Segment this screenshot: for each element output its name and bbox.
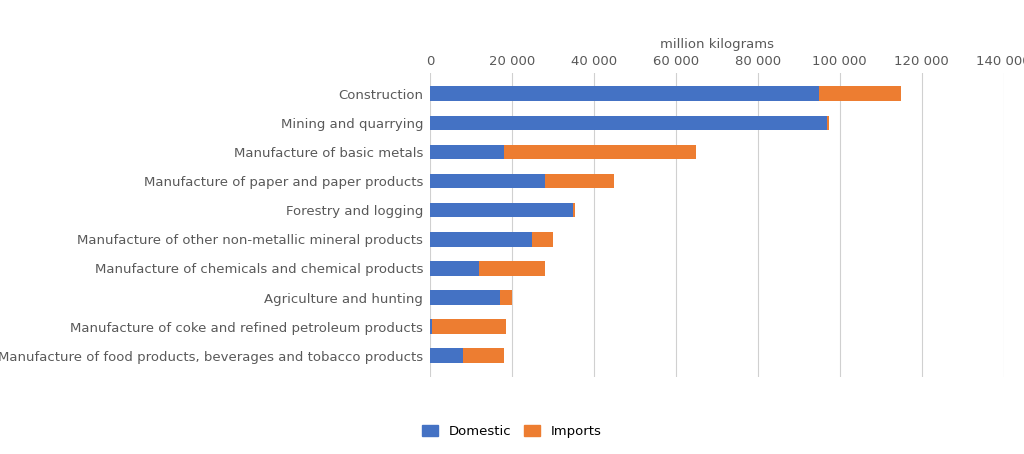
- Legend: Domestic, Imports: Domestic, Imports: [417, 419, 607, 443]
- Bar: [430, 203, 573, 217]
- Bar: [430, 145, 504, 159]
- Bar: [573, 203, 575, 217]
- Bar: [545, 174, 614, 188]
- Bar: [504, 145, 696, 159]
- Bar: [430, 86, 819, 101]
- Bar: [430, 290, 500, 305]
- Bar: [430, 116, 827, 130]
- Bar: [479, 261, 545, 276]
- Bar: [430, 348, 463, 363]
- Bar: [827, 116, 829, 130]
- Bar: [432, 319, 506, 334]
- Bar: [819, 86, 901, 101]
- Bar: [430, 232, 532, 247]
- Bar: [430, 261, 479, 276]
- Bar: [463, 348, 504, 363]
- X-axis label: million kilograms: million kilograms: [659, 38, 774, 51]
- Bar: [532, 232, 553, 247]
- Bar: [430, 174, 545, 188]
- Bar: [430, 319, 432, 334]
- Bar: [500, 290, 512, 305]
